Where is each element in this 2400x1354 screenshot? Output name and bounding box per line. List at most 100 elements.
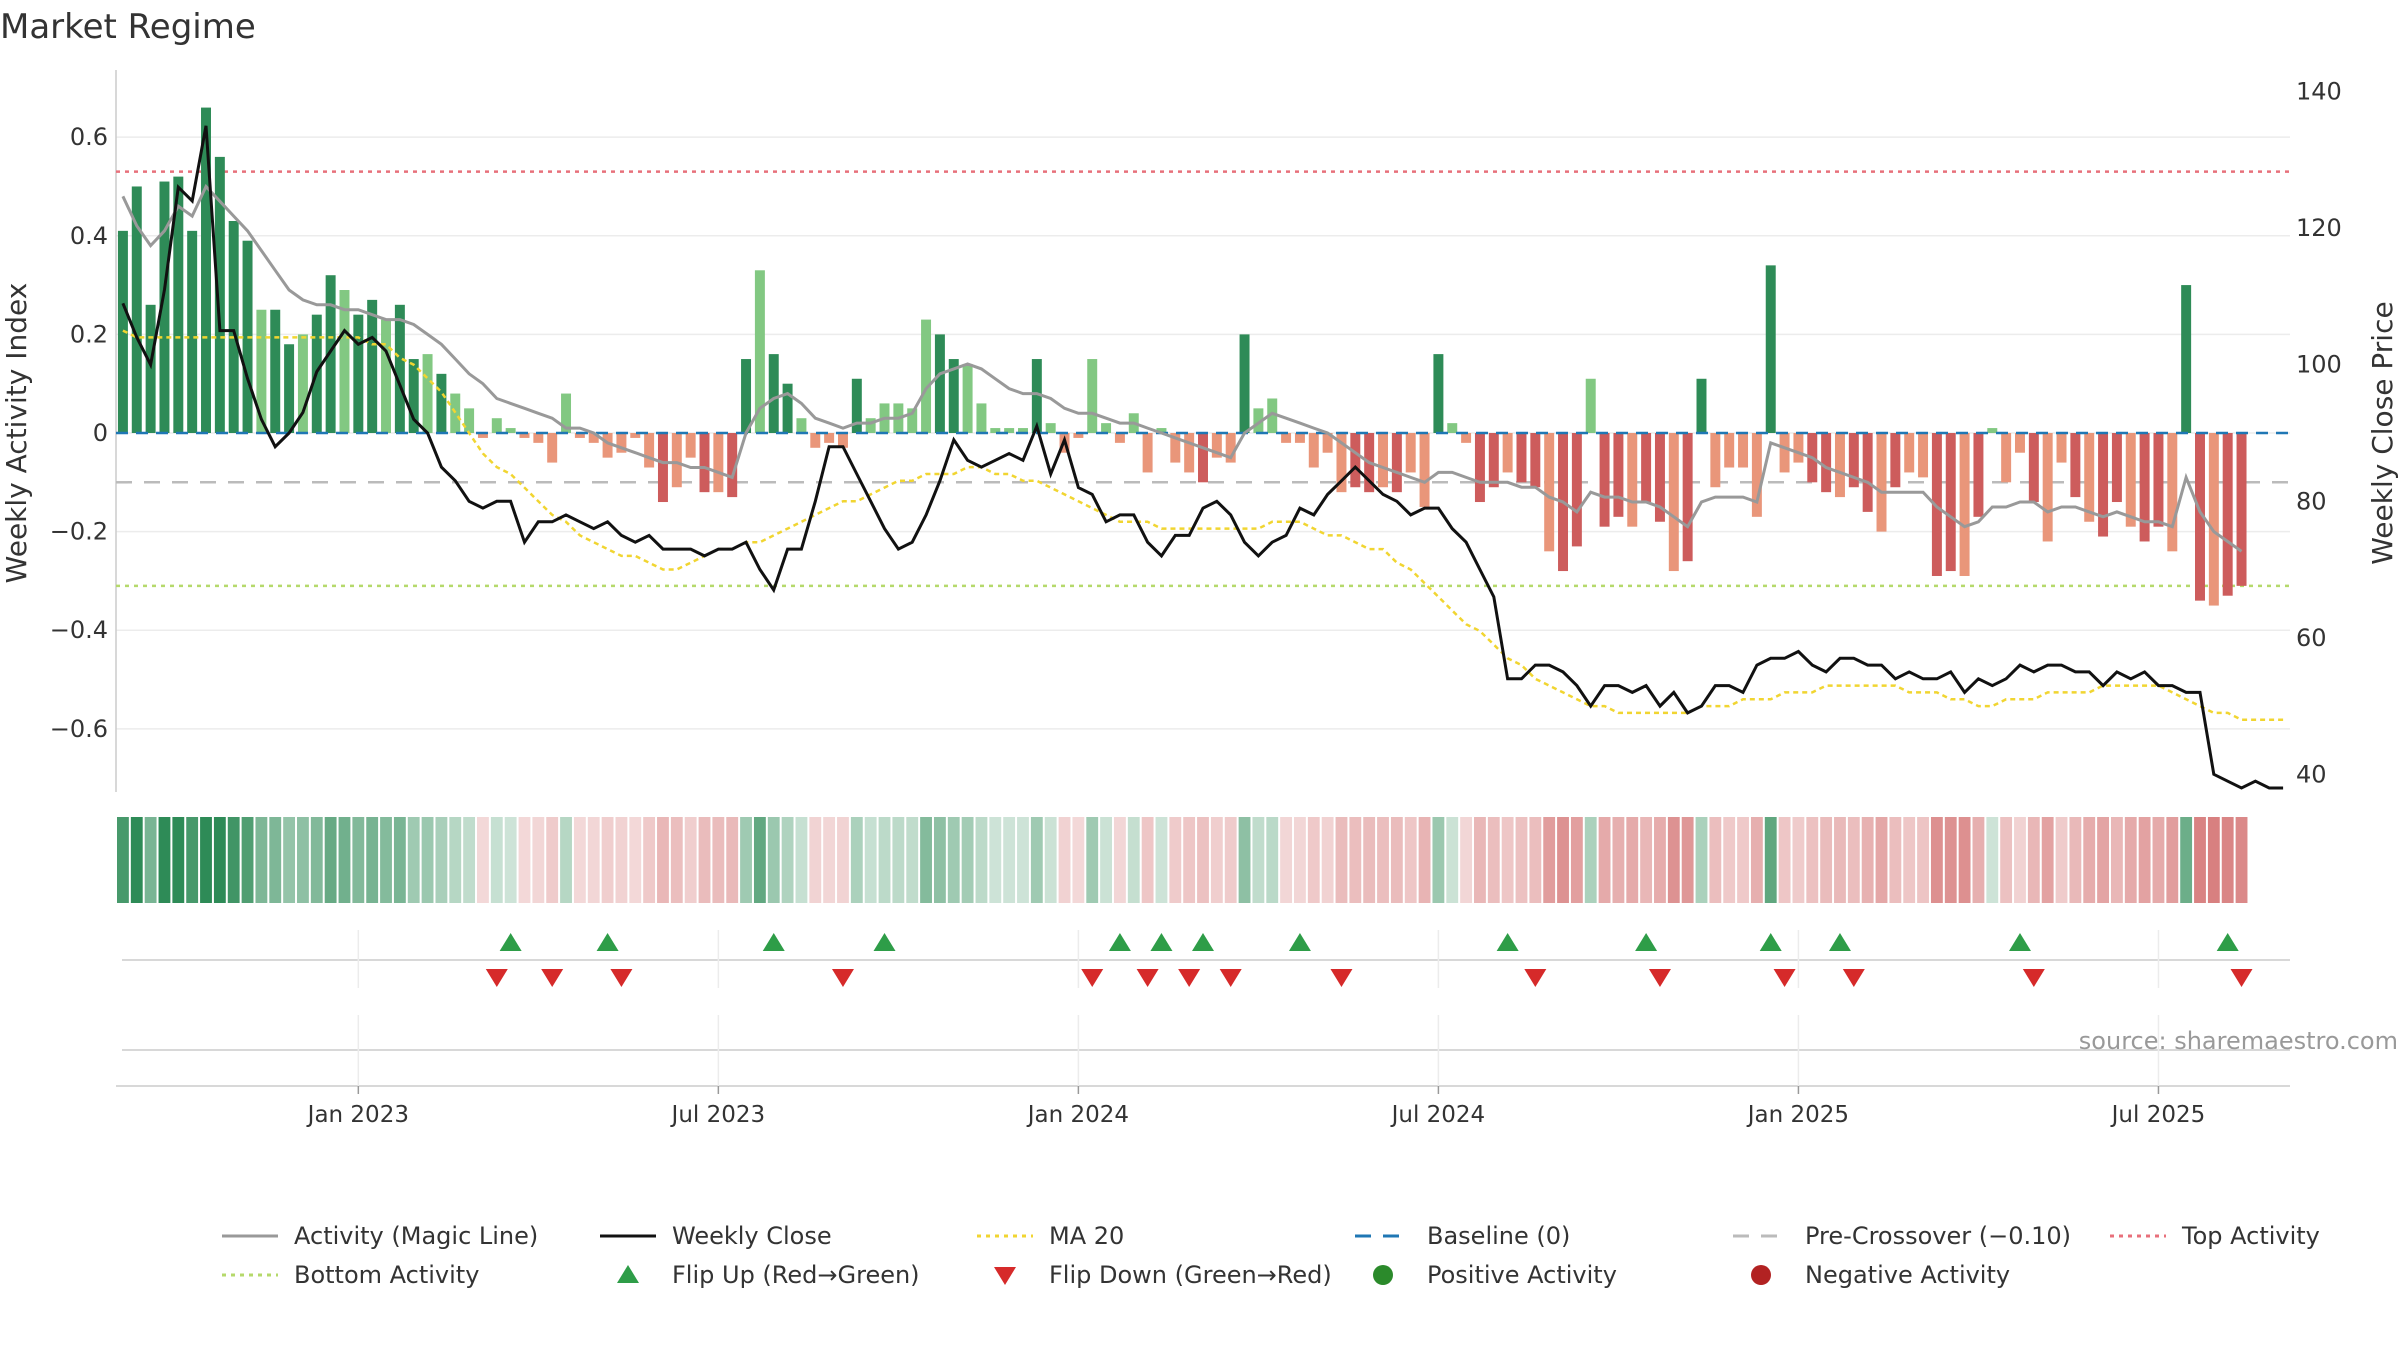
heat-cell (504, 817, 517, 903)
activity-bar (616, 433, 627, 453)
legend-item: Activity (Magic Line) (222, 1222, 538, 1250)
heat-cell (1210, 817, 1223, 903)
flip-down-marker (1081, 969, 1104, 987)
chart-title: Market Regime (0, 7, 256, 47)
activity-bar (1585, 378, 1596, 433)
heat-cell (1169, 817, 1182, 903)
activity-bar (1308, 433, 1319, 468)
activity-bar (1184, 433, 1195, 473)
heat-cell (2041, 817, 2054, 903)
heat-cell (767, 817, 780, 903)
legend-label: Weekly Close (672, 1222, 832, 1250)
activity-bar (2222, 433, 2233, 596)
heat-cell (546, 817, 559, 903)
heat-cell (560, 817, 572, 903)
heat-cell (1861, 817, 1874, 903)
heat-cell (712, 817, 725, 903)
activity-bar (796, 418, 807, 433)
heat-cell (1224, 817, 1237, 903)
heat-cell (2027, 817, 2040, 903)
heat-cell (823, 817, 836, 903)
heat-cell (670, 817, 683, 903)
y-left-tick-label: 0.2 (70, 320, 108, 348)
heat-cell (324, 817, 337, 903)
heat-cell (1003, 817, 1016, 903)
activity-bar (367, 299, 378, 433)
heat-cell (878, 817, 891, 903)
activity-bar (1876, 433, 1887, 532)
heat-cell (947, 817, 960, 903)
activity-bar (173, 176, 184, 433)
heat-cell (186, 817, 199, 903)
flip-up-marker (1635, 933, 1658, 951)
activity-bar (2056, 433, 2067, 463)
heat-cell (2069, 817, 2082, 903)
legend-label: Baseline (0) (1427, 1222, 1570, 1250)
heat-cell (1681, 817, 1694, 903)
heat-cell (1404, 817, 1417, 903)
heat-cell (1113, 817, 1126, 903)
y-right-tick-label: 80 (2296, 487, 2327, 515)
heat-cell (117, 817, 129, 903)
flip-down-marker (2022, 969, 2045, 987)
activity-bar (2153, 433, 2164, 527)
flip-down-marker (831, 969, 854, 987)
heat-cell (1474, 817, 1486, 903)
ma20-line (122, 329, 2284, 721)
heat-cell (338, 817, 351, 903)
legend-item: Weekly Close (600, 1222, 832, 1250)
y-left-axis-label: Weekly Activity Index (0, 283, 33, 584)
activity-bar (1225, 433, 1236, 463)
heat-cell (158, 817, 171, 903)
heat-cell (1654, 817, 1666, 903)
heat-cell (587, 817, 600, 903)
heat-cell (615, 817, 628, 903)
heat-cell (2166, 817, 2179, 903)
activity-bar (450, 393, 461, 433)
activity-bar (1391, 433, 1402, 493)
weekly-close-line (121, 125, 2284, 790)
flip-down-marker (1219, 969, 1242, 987)
legend-label: Positive Activity (1427, 1261, 1617, 1289)
activity-bar (2042, 433, 2053, 542)
heat-cell (283, 817, 296, 903)
heat-cell (573, 817, 586, 903)
activity-bar (1738, 433, 1749, 468)
activity-bar (782, 383, 793, 433)
activity-bar (1848, 433, 1859, 488)
heat-cell (366, 817, 379, 903)
heat-cell (1418, 817, 1431, 903)
activity-bar (1419, 433, 1430, 507)
activity-bar (630, 433, 641, 438)
heat-cell (1058, 817, 1071, 903)
legend-swatch (617, 1265, 639, 1283)
activity-bar (2084, 433, 2095, 522)
activity-bar (1987, 428, 1998, 433)
heat-cell (920, 817, 932, 903)
heat-cell (2097, 817, 2109, 903)
heat-cell (421, 817, 434, 903)
flip-down-marker (1136, 969, 1159, 987)
activity-bar (1751, 433, 1762, 517)
heat-cell (1806, 817, 1819, 903)
activity-bar (824, 433, 835, 443)
legend-swatch (1751, 1265, 1771, 1285)
flip-up-marker (1288, 933, 1311, 951)
heat-cell (1266, 817, 1279, 903)
activity-bar (1474, 433, 1485, 503)
activity-bar (921, 319, 932, 433)
heat-cell (629, 817, 642, 903)
main-panel: 0.6 0.4 0.2 0 −0.2 −0.4 −0.6 140 120 100 80 60 40 Wee… (0, 70, 2399, 792)
activity-bar (491, 418, 502, 433)
heat-cell (1626, 817, 1639, 903)
heat-cell (643, 817, 656, 903)
heat-cell (989, 817, 1002, 903)
heat-cell (864, 817, 877, 903)
activity-bar (201, 107, 211, 433)
activity-bar (713, 433, 724, 493)
activity-bar (1530, 433, 1541, 488)
activity-bar (657, 433, 668, 503)
x-tick-label: Jul 2024 (1390, 1102, 1486, 1128)
y-right-tick-label: 120 (2296, 214, 2342, 242)
